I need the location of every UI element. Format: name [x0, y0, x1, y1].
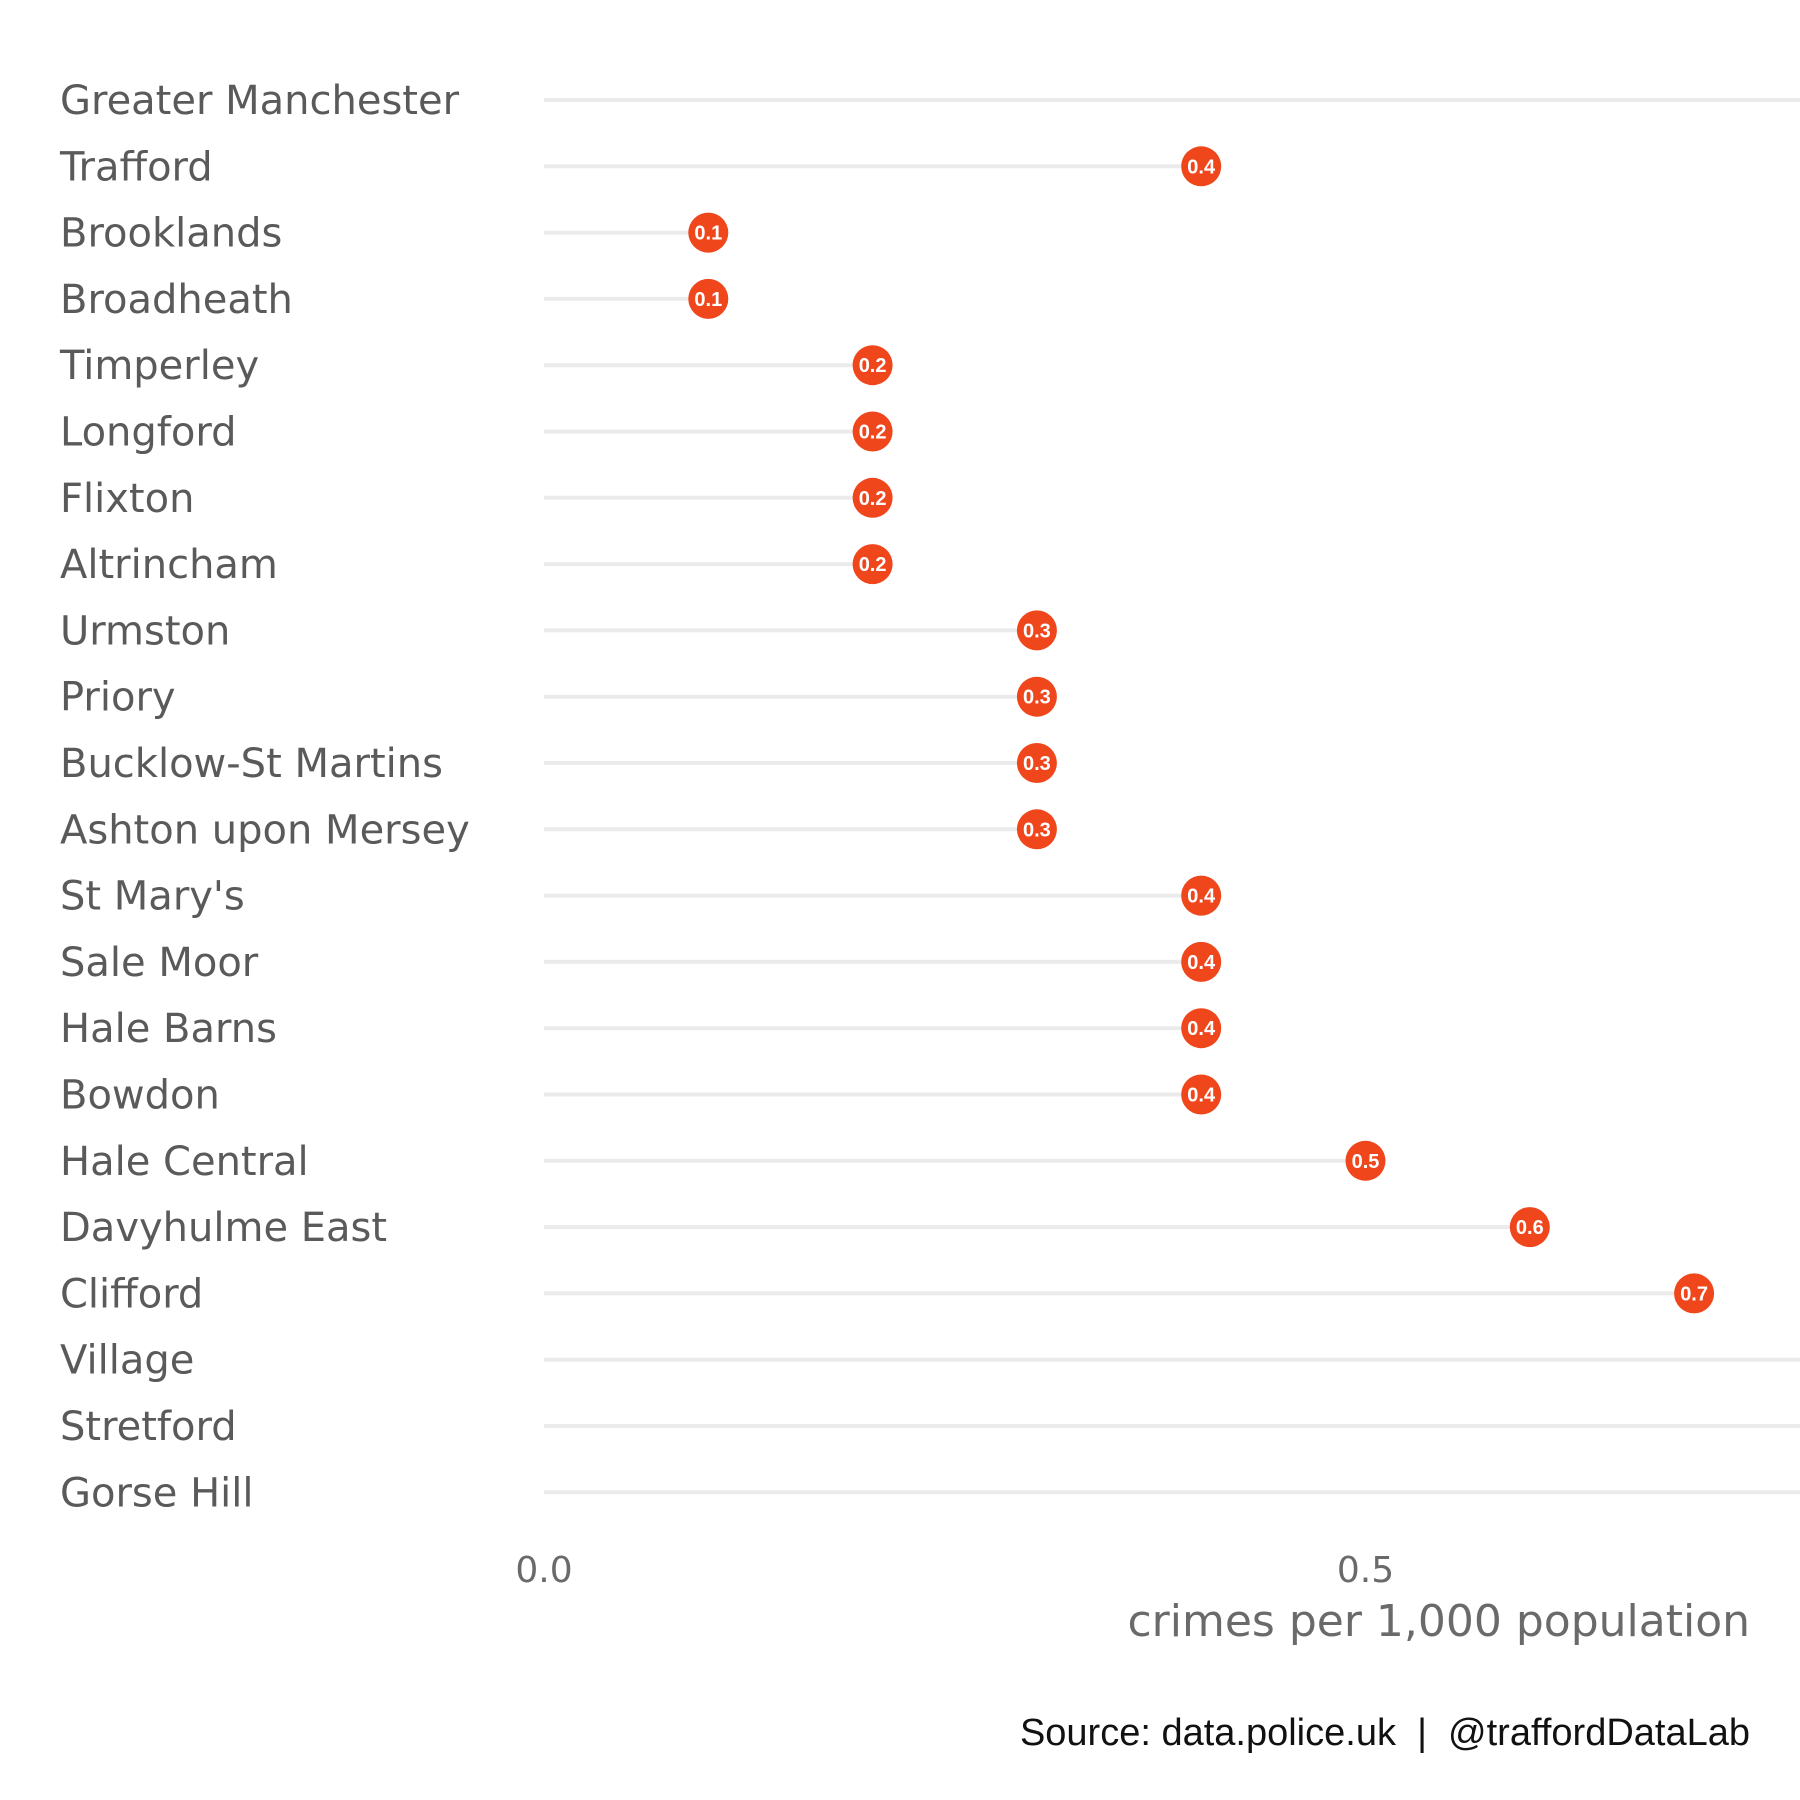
- chart-row: Bowdon 0.4: [60, 1073, 1222, 1119]
- lollipop-point: [1181, 146, 1222, 187]
- chart-row: Greater Manchester0.8: [60, 78, 1800, 124]
- x-axis: 0.00.51.0: [515, 1550, 1394, 1591]
- chart-row: Davyhulme East 0.6: [60, 1205, 1550, 1251]
- category-label: Davyhulme East: [60, 1205, 387, 1251]
- lollipop-point: [852, 544, 893, 585]
- value-label: 0.5: [1352, 1151, 1380, 1173]
- value-label: 0.4: [1187, 156, 1216, 178]
- chart-row: Urmston 0.3: [60, 608, 1057, 654]
- chart-row: Stretford1: [60, 1404, 1800, 1450]
- value-label: 0.4: [1187, 1018, 1216, 1040]
- category-label: Trafford: [59, 144, 213, 190]
- value-label: 0.1: [694, 289, 722, 311]
- chart-row: Altrincham 0.2: [60, 542, 893, 588]
- category-label: Greater Manchester: [60, 78, 460, 124]
- lollipop-point: [1181, 941, 1222, 982]
- category-label: Hale Central: [60, 1139, 309, 1185]
- category-label: Stretford: [60, 1404, 237, 1450]
- chart-row: Trafford 0.4: [59, 144, 1222, 190]
- category-label: Priory: [60, 675, 176, 721]
- category-label: Gorse Hill: [60, 1470, 254, 1516]
- lollipop-point: [1016, 676, 1057, 717]
- category-label: Village: [60, 1338, 194, 1384]
- value-label: 0.3: [1023, 687, 1051, 709]
- category-label: Timperley: [59, 343, 259, 389]
- x-axis-title: crimes per 1,000 population: [1127, 1596, 1750, 1647]
- value-label: 0.4: [1187, 952, 1216, 974]
- chart-row: Hale Central 0.5: [60, 1139, 1386, 1185]
- lollipop-point: [1181, 1074, 1222, 1115]
- value-label: 0.2: [859, 554, 887, 576]
- lollipop-point: [1181, 1008, 1222, 1049]
- lollipop-point: [852, 411, 893, 452]
- category-label: Clifford: [60, 1271, 203, 1317]
- value-label: 0.1: [694, 223, 722, 245]
- category-label: Flixton: [60, 476, 194, 522]
- source-caption: Source: data.police.uk | @traffordDataLa…: [1020, 1712, 1750, 1754]
- lollipop-point: [1509, 1207, 1550, 1248]
- chart-rows: Greater Manchester0.8 Trafford 0.4 Brooklan…: [59, 78, 1800, 1516]
- value-label: 0.2: [859, 422, 887, 444]
- chart-row: Broadheath 0.1: [60, 277, 729, 323]
- lollipop-point: [1016, 809, 1057, 850]
- x-tick-label: 0.5: [1337, 1550, 1394, 1591]
- chart-row: Longford 0.2: [60, 410, 893, 456]
- category-label: Longford: [60, 410, 236, 456]
- chart-row: Village0.8: [60, 1338, 1800, 1384]
- category-label: Urmston: [60, 608, 230, 654]
- category-label: Broadheath: [60, 277, 293, 323]
- category-label: Brooklands: [60, 211, 282, 257]
- chart-row: Bucklow-St Martins 0.3: [60, 741, 1057, 787]
- lollipop-point: [1016, 743, 1057, 783]
- chart-row: Sale Moor 0.4: [60, 940, 1222, 986]
- chart-row: Flixton 0.2: [60, 476, 893, 522]
- category-label: Ashton upon Mersey: [60, 807, 470, 853]
- chart-row: Clifford 0.7: [60, 1271, 1715, 1317]
- value-label: 0.7: [1680, 1283, 1708, 1305]
- value-label: 0.4: [1187, 886, 1216, 908]
- chart-row: Priory 0.3: [60, 675, 1057, 721]
- x-tick-label: 0.0: [515, 1550, 572, 1591]
- chart-row: Brooklands 0.1: [60, 211, 729, 257]
- value-label: 0.2: [859, 488, 887, 510]
- lollipop-point: [688, 278, 729, 319]
- value-label: 0.3: [1023, 753, 1051, 775]
- category-label: St Mary's: [60, 874, 245, 920]
- value-label: 0.3: [1023, 819, 1051, 841]
- lollipop-point: [852, 345, 893, 386]
- lollipop-point: [688, 212, 729, 253]
- chart-row: Hale Barns 0.4: [60, 1006, 1222, 1052]
- lollipop-point: [1674, 1273, 1715, 1314]
- category-label: Altrincham: [60, 542, 278, 588]
- category-label: Bowdon: [60, 1073, 220, 1119]
- value-label: 0.2: [859, 355, 887, 377]
- lollipop-point: [1016, 610, 1057, 651]
- value-label: 0.3: [1023, 620, 1051, 642]
- value-label: 0.6: [1516, 1217, 1544, 1239]
- category-label: Sale Moor: [60, 940, 259, 986]
- chart-row: Gorse Hill1.4: [60, 1470, 1800, 1516]
- lollipop-point: [1345, 1140, 1386, 1181]
- lollipop-point: [1181, 875, 1222, 916]
- value-label: 0.4: [1187, 1085, 1216, 1107]
- category-label: Bucklow-St Martins: [60, 741, 443, 787]
- chart-row: Ashton upon Mersey 0.3: [60, 807, 1057, 853]
- chart-row: Timperley 0.2: [59, 343, 893, 389]
- chart-row: St Mary's 0.4: [60, 874, 1222, 920]
- lollipop-point: [852, 477, 893, 518]
- category-label: Hale Barns: [60, 1006, 277, 1052]
